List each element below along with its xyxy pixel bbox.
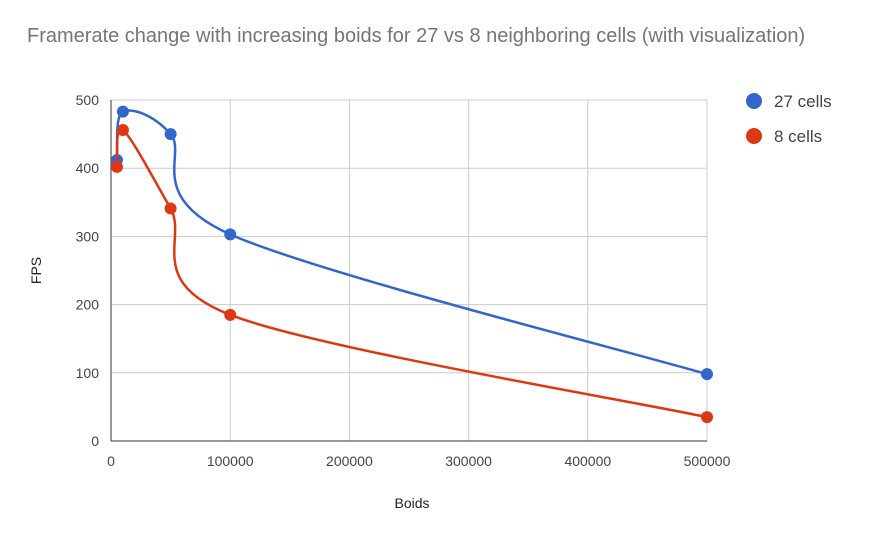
x-tick-label: 200000	[326, 453, 373, 469]
y-tick-label: 0	[91, 433, 99, 449]
x-tick-label: 400000	[564, 453, 611, 469]
chart-title: Framerate change with increasing boids f…	[27, 25, 806, 47]
legend: 27 cells 8 cells	[746, 92, 832, 146]
legend-item[interactable]: 8 cells	[746, 127, 822, 146]
data-point[interactable]	[224, 308, 237, 321]
x-tick-label: 300000	[445, 453, 492, 469]
y-tick-label: 100	[76, 365, 100, 381]
y-tick-label: 500	[76, 92, 100, 108]
data-point[interactable]	[224, 228, 237, 241]
series-line	[115, 109, 708, 376]
data-point[interactable]	[110, 160, 123, 173]
data-point[interactable]	[701, 368, 713, 381]
data-point[interactable]	[164, 128, 177, 141]
data-point[interactable]	[701, 411, 713, 424]
series-line	[115, 128, 708, 419]
x-tick-label: 100000	[207, 453, 254, 469]
x-axis-title: Boids	[394, 495, 429, 511]
legend-item[interactable]: 27 cells	[746, 92, 832, 111]
grid	[111, 99, 708, 441]
y-tick-label: 400	[76, 160, 100, 176]
data-point[interactable]	[164, 202, 177, 215]
x-tick-label: 500000	[684, 453, 731, 469]
y-tick-label: 300	[76, 228, 100, 244]
data-point[interactable]	[116, 124, 129, 137]
legend-label: 27 cells	[774, 92, 832, 111]
y-tick-label: 200	[76, 297, 100, 313]
axes: 0 100 200 300 400 500 0 100000 200000 300000 40000…	[76, 92, 731, 469]
series-0	[110, 105, 713, 381]
y-axis-title: FPS	[28, 257, 44, 284]
legend-swatch	[746, 128, 762, 144]
series-layer	[110, 105, 713, 424]
x-tick-label: 0	[107, 453, 115, 469]
legend-label: 8 cells	[774, 127, 822, 146]
legend-swatch	[746, 93, 762, 109]
series-1	[110, 124, 713, 424]
data-point[interactable]	[116, 105, 129, 118]
